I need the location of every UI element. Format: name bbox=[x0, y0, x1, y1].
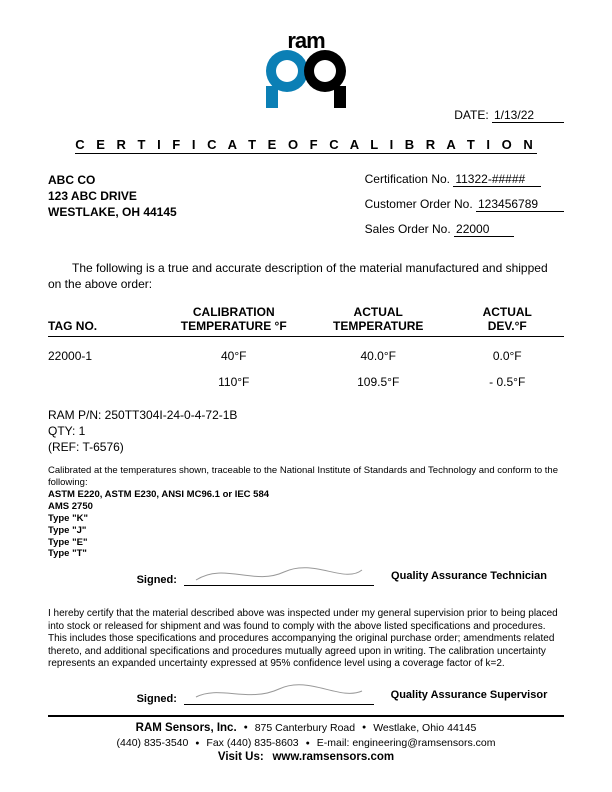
role-technician: Quality Assurance Technician bbox=[374, 570, 564, 582]
signature-supervisor: Signed: Quality Assurance Supervisor bbox=[48, 687, 564, 705]
trace-type-k: Type "K" bbox=[48, 513, 564, 525]
footer-company: RAM Sensors, Inc. bbox=[136, 722, 237, 734]
cert-no-value: 11322-##### bbox=[453, 172, 541, 187]
footer-url: www.ramsensors.com bbox=[272, 751, 394, 763]
signature-icon bbox=[194, 564, 364, 586]
date-row: DATE: 1/13/22 bbox=[48, 108, 564, 123]
th-acttemp: ACTUALTEMPERATURE bbox=[306, 306, 450, 336]
sales-order-label: Sales Order No. bbox=[365, 222, 451, 236]
part-info: RAM P/N: 250TT304I-24-0-4-72-1B QTY: 1 (… bbox=[48, 407, 564, 456]
dot-icon: ● bbox=[244, 723, 248, 732]
trace-standards: ASTM E220, ASTM E230, ANSI MC96.1 or IEC… bbox=[48, 489, 564, 501]
table-row: 22000-1 40°F 40.0°F 0.0°F bbox=[48, 336, 564, 363]
trace-type-e: Type "E" bbox=[48, 537, 564, 549]
sales-order-value: 22000 bbox=[454, 222, 514, 237]
footer-email: E-mail: engineering@ramsensors.com bbox=[317, 737, 496, 749]
dot-icon: ● bbox=[306, 739, 310, 748]
trace-ams: AMS 2750 bbox=[48, 501, 564, 513]
footer-visit-label: Visit Us: bbox=[218, 751, 264, 763]
th-dev: ACTUALDEV.°F bbox=[450, 306, 564, 336]
cust-order-label: Customer Order No. bbox=[365, 197, 473, 211]
date-value: 1/13/22 bbox=[492, 108, 564, 123]
signed-label: Signed: bbox=[137, 574, 177, 586]
customer-address: ABC CO 123 ABC DRIVE WESTLAKE, OH 44145 bbox=[48, 172, 177, 247]
dot-icon: ● bbox=[195, 739, 199, 748]
signature-technician: Signed: Quality Assurance Technician bbox=[48, 568, 564, 586]
signed-label: Signed: bbox=[137, 693, 177, 705]
part-ref: (REF: T-6576) bbox=[48, 439, 564, 455]
signature-line bbox=[184, 687, 374, 705]
part-pn: RAM P/N: 250TT304I-24-0-4-72-1B bbox=[48, 407, 564, 423]
cell-dev: 0.0°F bbox=[450, 336, 564, 363]
customer-name: ABC CO bbox=[48, 172, 177, 188]
logo-text: ram bbox=[266, 30, 346, 52]
dot-icon: ● bbox=[362, 723, 366, 732]
cell-act: 109.5°F bbox=[306, 363, 450, 389]
order-meta: Certification No. 11322-##### Customer O… bbox=[365, 172, 564, 247]
date-label: DATE: bbox=[454, 108, 488, 122]
cell-dev: - 0.5°F bbox=[450, 363, 564, 389]
cell-cal: 40°F bbox=[162, 336, 306, 363]
footer: RAM Sensors, Inc. ● 875 Canterbury Road … bbox=[48, 715, 564, 766]
footer-fax: Fax (440) 835-8603 bbox=[206, 737, 298, 749]
th-tag: TAG NO. bbox=[48, 306, 162, 336]
cell-tag: 22000-1 bbox=[48, 336, 162, 363]
certification-body: I hereby certify that the material descr… bbox=[48, 608, 564, 671]
calibration-table: TAG NO. CALIBRATIONTEMPERATURE °F ACTUAL… bbox=[48, 306, 564, 389]
footer-phone: (440) 835-3540 bbox=[117, 737, 189, 749]
footer-city: Westlake, Ohio 44145 bbox=[373, 722, 476, 734]
customer-city: WESTLAKE, OH 44145 bbox=[48, 204, 177, 220]
logo: ram bbox=[48, 30, 564, 102]
intro-text: The following is a true and accurate des… bbox=[48, 261, 564, 292]
trace-lead: Calibrated at the temperatures shown, tr… bbox=[48, 465, 564, 489]
trace-type-j: Type "J" bbox=[48, 525, 564, 537]
signature-line bbox=[184, 568, 374, 586]
trace-type-t: Type "T" bbox=[48, 548, 564, 560]
cell-act: 40.0°F bbox=[306, 336, 450, 363]
part-qty: QTY: 1 bbox=[48, 423, 564, 439]
cust-order-value: 123456789 bbox=[476, 197, 564, 212]
traceability: Calibrated at the temperatures shown, tr… bbox=[48, 465, 564, 560]
customer-street: 123 ABC DRIVE bbox=[48, 188, 177, 204]
cell-tag bbox=[48, 363, 162, 389]
th-caltemp: CALIBRATIONTEMPERATURE °F bbox=[162, 306, 306, 336]
footer-street: 875 Canterbury Road bbox=[255, 722, 355, 734]
page-title: C E R T I F I C A T E O F C A L I B R A … bbox=[75, 137, 536, 154]
signature-icon bbox=[194, 683, 364, 705]
cert-no-label: Certification No. bbox=[365, 172, 450, 186]
cell-cal: 110°F bbox=[162, 363, 306, 389]
table-row: 110°F 109.5°F - 0.5°F bbox=[48, 363, 564, 389]
role-supervisor: Quality Assurance Supervisor bbox=[374, 689, 564, 701]
